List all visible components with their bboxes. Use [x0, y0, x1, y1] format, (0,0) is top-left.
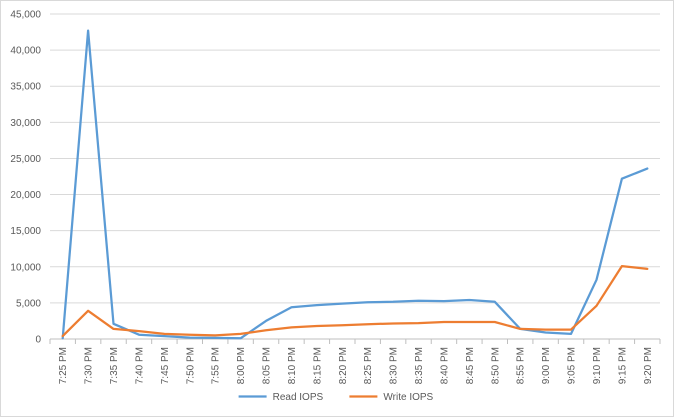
x-tick-label: 8:00 PM	[236, 347, 247, 384]
x-tick-label: 7:30 PM	[84, 347, 95, 384]
x-tick-label: 8:45 PM	[465, 347, 476, 384]
x-tick-label: 8:20 PM	[338, 347, 349, 384]
legend-label: Read IOPS	[273, 392, 324, 403]
gridlines	[50, 13, 660, 304]
x-tick-label: 8:05 PM	[262, 347, 273, 384]
x-tick-label: 7:55 PM	[211, 347, 222, 384]
x-tick-label: 8:30 PM	[389, 347, 400, 384]
series-lines	[61, 29, 649, 340]
y-tick-label: 25,000	[10, 154, 41, 165]
x-tick-label: 8:35 PM	[414, 347, 425, 384]
y-tick-label: 15,000	[10, 226, 41, 237]
series-line-write-iops	[61, 264, 649, 338]
x-tick-label: 8:50 PM	[490, 347, 501, 384]
legend-label: Write IOPS	[383, 392, 433, 403]
x-tick-label: 8:25 PM	[363, 347, 374, 384]
x-tick-label: 8:10 PM	[287, 347, 298, 384]
x-tick-label: 8:15 PM	[312, 347, 323, 384]
y-tick-label: 0	[35, 335, 41, 346]
series-line-read-iops	[61, 29, 649, 340]
x-tick-label: 9:10 PM	[592, 347, 603, 384]
y-tick-label: 20,000	[10, 190, 41, 201]
y-tick-label: 10,000	[10, 262, 41, 273]
axes: 0 5,000 10,000 15,000 20,000 25,000 30,000 35,0…	[10, 10, 661, 384]
y-tick-label: 35,000	[10, 82, 41, 93]
y-tick-label: 40,000	[10, 46, 41, 57]
x-tick-label: 7:45 PM	[160, 347, 171, 384]
y-tick-label: 5,000	[16, 298, 41, 309]
x-tick-label: 7:40 PM	[134, 347, 145, 384]
legend-item-write-iops: Write IOPS	[349, 392, 434, 403]
y-tick-label: 30,000	[10, 118, 41, 129]
x-tick-label: 7:35 PM	[109, 347, 120, 384]
y-tick-label: 45,000	[10, 10, 41, 21]
legend-item-read-iops: Read IOPS	[238, 392, 324, 403]
x-tick-label: 9:00 PM	[541, 347, 552, 384]
x-tick-label: 9:20 PM	[643, 347, 654, 384]
x-tick-label: 9:05 PM	[567, 347, 578, 384]
x-tick-label: 9:15 PM	[617, 347, 628, 384]
x-tick-label: 8:40 PM	[439, 347, 450, 384]
legend: Read IOPS Write IOPS	[238, 392, 434, 403]
x-tick-label: 7:25 PM	[58, 347, 69, 384]
x-tick-label: 8:55 PM	[516, 347, 527, 384]
x-tick-label: 7:50 PM	[185, 347, 196, 384]
